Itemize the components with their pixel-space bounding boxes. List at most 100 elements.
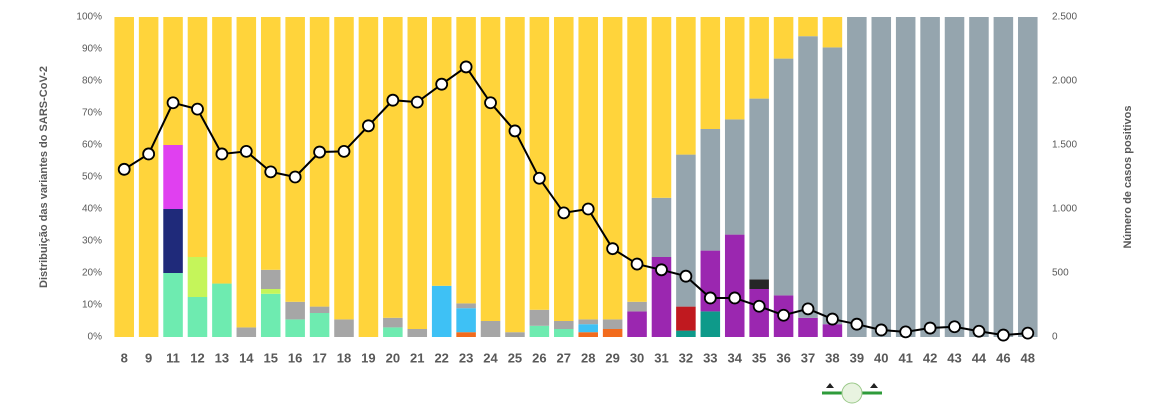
bar-segment — [309, 313, 330, 337]
bar-segment — [431, 285, 452, 337]
bar-segment — [676, 17, 696, 155]
bar-segment — [407, 17, 428, 329]
x-tick-label: 32 — [679, 350, 693, 365]
y2-tick-label: 0 — [1052, 332, 1058, 343]
bar-segment — [456, 332, 476, 337]
bar-segment — [358, 17, 379, 337]
x-tick-label: 36 — [776, 350, 790, 365]
line-marker — [117, 162, 131, 176]
bar-segment — [651, 17, 672, 198]
bar-segment — [602, 329, 623, 337]
y2-tick-label: 1.000 — [1052, 204, 1077, 215]
bar-segment — [163, 17, 183, 145]
bar-segment — [920, 17, 940, 337]
x-tick-label: 43 — [947, 350, 961, 365]
bar-segment — [798, 36, 818, 318]
x-tick-label: 23 — [459, 350, 473, 365]
bar-segment — [578, 324, 598, 333]
x-tick-label: 28 — [581, 350, 595, 365]
bar-segment — [334, 17, 354, 320]
bar-segment — [627, 301, 647, 312]
x-tick-label: 27 — [557, 350, 571, 365]
y-tick-label: 10% — [82, 300, 102, 311]
line-marker — [142, 147, 156, 161]
y-tick-label: 80% — [82, 76, 102, 87]
bar-segment — [724, 17, 745, 120]
x-tick-label: 46 — [996, 350, 1010, 365]
bar-segment — [431, 17, 452, 286]
x-tick-label: 25 — [508, 350, 522, 365]
bar-segment — [163, 273, 183, 337]
x-tick-label: 34 — [728, 350, 743, 365]
line-marker — [752, 299, 766, 313]
bar-segment — [676, 306, 696, 331]
x-tick-label: 13 — [215, 350, 229, 365]
line — [123, 65, 1028, 337]
line-marker — [386, 93, 400, 107]
line-marker — [948, 320, 961, 334]
line-marker — [337, 144, 351, 158]
line-marker — [215, 147, 229, 161]
x-tick-label: 40 — [874, 350, 888, 365]
bar-segment — [749, 17, 769, 99]
bar-segment — [578, 319, 598, 325]
bar-segment — [456, 303, 476, 309]
bar-segment — [627, 311, 647, 337]
bar-segment — [260, 269, 281, 289]
x-tick-label: 21 — [410, 350, 424, 365]
x-tick-label: 35 — [752, 350, 766, 365]
line-marker — [777, 308, 790, 322]
line-marker — [630, 257, 644, 271]
x-tick-label: 12 — [190, 350, 204, 365]
line-marker — [1021, 326, 1035, 340]
bar-segment — [529, 17, 550, 310]
bar-segment — [554, 329, 574, 337]
line-marker — [532, 171, 546, 185]
y-tick-label: 30% — [82, 236, 102, 247]
x-tick-label: 37 — [801, 350, 815, 365]
x-tick-label: 31 — [654, 350, 668, 365]
y-tick-label: 100% — [76, 12, 102, 23]
bar-segment — [529, 325, 550, 337]
line-marker — [874, 323, 888, 337]
line-marker — [826, 312, 839, 326]
x-tick-label: 44 — [972, 350, 987, 365]
bar-segment — [114, 17, 134, 337]
line-marker — [166, 96, 180, 110]
bar-segment — [724, 119, 745, 235]
bar-segment — [847, 17, 867, 337]
bar-segment — [505, 332, 525, 337]
line-marker — [313, 145, 326, 159]
bar-segment — [383, 17, 403, 318]
line-marker — [362, 119, 375, 133]
line-marker — [850, 317, 864, 331]
bar-segment — [285, 319, 305, 337]
line-marker — [239, 144, 253, 158]
x-tick-label: 14 — [239, 350, 254, 365]
x-tick-label: 15 — [264, 350, 278, 365]
bar-segment — [773, 58, 794, 296]
bar-segment — [944, 17, 965, 337]
bar-segment — [285, 301, 305, 320]
line-marker — [484, 96, 497, 110]
y2-tick-label: 500 — [1052, 268, 1069, 279]
bar-segment — [651, 197, 672, 257]
x-tick-label: 19 — [361, 350, 375, 365]
bar-segment — [578, 332, 598, 337]
x-tick-label: 48 — [1021, 350, 1035, 365]
line-marker — [410, 95, 424, 109]
bar-segment — [480, 17, 501, 321]
x-tick-label: 42 — [923, 350, 937, 365]
line-marker — [459, 60, 473, 74]
x-tick-label: 9 — [145, 350, 152, 365]
y-tick-label: 20% — [82, 268, 102, 279]
bar-segment — [724, 234, 745, 337]
x-tick-label: 8 — [121, 350, 128, 365]
line-marker — [435, 77, 449, 91]
bar-segment — [163, 145, 183, 209]
y2-axis-label: Número de casos positivos — [1122, 105, 1134, 248]
x-tick-label: 33 — [703, 350, 717, 365]
line-marker — [996, 328, 1010, 342]
bar-segment — [578, 17, 598, 320]
